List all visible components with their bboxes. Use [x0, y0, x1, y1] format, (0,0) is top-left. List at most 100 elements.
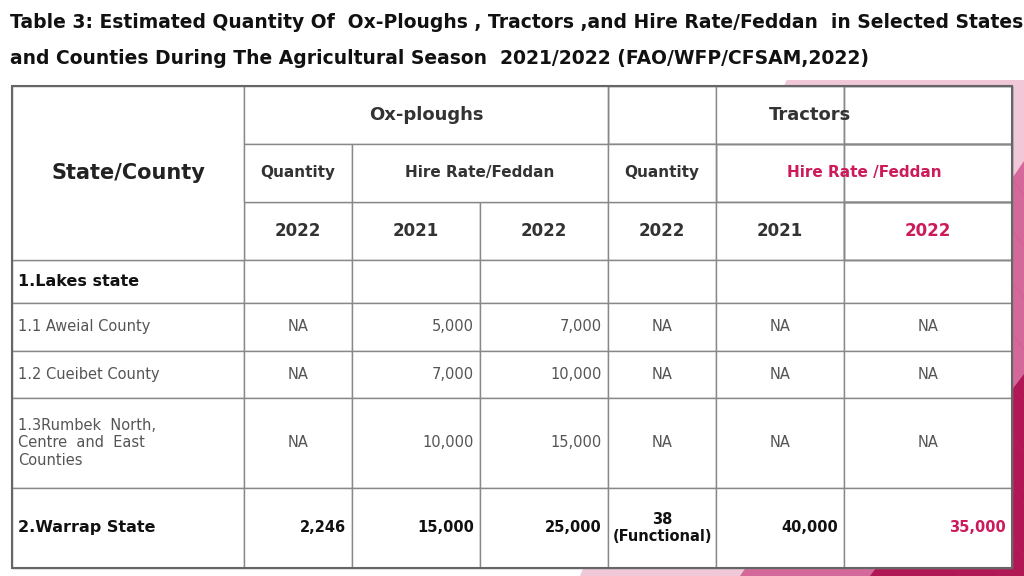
- Bar: [844, 144, 1012, 202]
- Text: Ox-ploughs: Ox-ploughs: [369, 106, 483, 124]
- Bar: [480, 260, 608, 304]
- Bar: [844, 202, 1012, 260]
- Text: 7,000: 7,000: [432, 367, 474, 382]
- Bar: [12, 86, 1012, 568]
- Bar: [844, 202, 1012, 260]
- Bar: [608, 86, 1012, 144]
- Bar: [244, 351, 352, 397]
- Text: NA: NA: [770, 435, 791, 450]
- Text: NA: NA: [288, 320, 308, 335]
- Bar: [480, 304, 608, 351]
- Bar: [244, 144, 352, 202]
- Bar: [608, 144, 716, 202]
- Bar: [608, 202, 716, 260]
- Bar: [716, 260, 844, 304]
- Bar: [244, 304, 352, 351]
- Bar: [480, 351, 608, 397]
- Text: 5,000: 5,000: [432, 320, 474, 335]
- Bar: [716, 397, 844, 488]
- Text: NA: NA: [651, 435, 673, 450]
- Bar: [480, 144, 608, 202]
- Text: 1.Lakes state: 1.Lakes state: [18, 274, 139, 289]
- Bar: [352, 202, 480, 260]
- Text: Quantity: Quantity: [625, 165, 699, 180]
- Bar: [244, 86, 352, 144]
- Text: NA: NA: [770, 320, 791, 335]
- Bar: [352, 397, 480, 488]
- Text: 40,000: 40,000: [781, 520, 838, 535]
- Bar: [244, 397, 352, 488]
- Text: Hire Rate /Feddan: Hire Rate /Feddan: [786, 165, 941, 180]
- Bar: [352, 86, 480, 144]
- Text: 15,000: 15,000: [417, 520, 474, 535]
- Text: 10,000: 10,000: [423, 435, 474, 450]
- Bar: [608, 488, 716, 568]
- Bar: [716, 144, 1012, 202]
- Bar: [244, 202, 352, 260]
- Bar: [716, 202, 844, 260]
- Text: 2022: 2022: [905, 222, 951, 240]
- Text: 2.Warrap State: 2.Warrap State: [18, 520, 156, 535]
- Text: NA: NA: [770, 367, 791, 382]
- Bar: [844, 202, 1012, 260]
- Text: 35,000: 35,000: [949, 520, 1006, 535]
- FancyBboxPatch shape: [0, 0, 1024, 80]
- Text: 7,000: 7,000: [560, 320, 602, 335]
- Text: 2021: 2021: [757, 222, 803, 240]
- Bar: [244, 260, 352, 304]
- Polygon shape: [580, 0, 1024, 576]
- Text: 2,246: 2,246: [300, 520, 346, 535]
- Text: 10,000: 10,000: [551, 367, 602, 382]
- Bar: [12, 260, 244, 304]
- Bar: [12, 202, 244, 260]
- Bar: [12, 351, 244, 397]
- Bar: [480, 488, 608, 568]
- Text: 2021: 2021: [393, 222, 439, 240]
- Bar: [608, 304, 716, 351]
- Text: NA: NA: [651, 320, 673, 335]
- Bar: [716, 86, 844, 144]
- Bar: [844, 86, 1012, 144]
- Bar: [12, 397, 244, 488]
- Text: 25,000: 25,000: [545, 520, 602, 535]
- Text: NA: NA: [918, 320, 938, 335]
- Bar: [352, 351, 480, 397]
- Text: NA: NA: [288, 435, 308, 450]
- Bar: [844, 488, 1012, 568]
- Bar: [716, 304, 844, 351]
- Bar: [480, 397, 608, 488]
- Bar: [844, 260, 1012, 304]
- Bar: [12, 86, 244, 260]
- Bar: [352, 144, 480, 202]
- Polygon shape: [740, 161, 1024, 576]
- Bar: [352, 304, 480, 351]
- Text: 1.1 Aweial County: 1.1 Aweial County: [18, 320, 151, 335]
- Polygon shape: [870, 374, 1024, 576]
- Text: 2022: 2022: [639, 222, 685, 240]
- Text: 2022: 2022: [521, 222, 567, 240]
- Bar: [844, 86, 1012, 144]
- Bar: [480, 202, 608, 260]
- Bar: [12, 304, 244, 351]
- Bar: [352, 488, 480, 568]
- Bar: [716, 488, 844, 568]
- Bar: [608, 260, 716, 304]
- Bar: [844, 351, 1012, 397]
- Bar: [352, 144, 608, 202]
- Text: Hire Rate/Feddan: Hire Rate/Feddan: [406, 165, 555, 180]
- Text: Table 3: Estimated Quantity Of  Ox-Ploughs , Tractors ,and Hire Rate/Feddan  in : Table 3: Estimated Quantity Of Ox-Plough…: [10, 13, 1023, 32]
- Text: Tractors: Tractors: [769, 106, 851, 124]
- Bar: [844, 144, 1012, 202]
- Bar: [608, 397, 716, 488]
- Bar: [244, 488, 352, 568]
- Bar: [844, 397, 1012, 488]
- Bar: [608, 86, 716, 144]
- Text: 1.3Rumbek  North,
Centre  and  East
Counties: 1.3Rumbek North, Centre and East Countie…: [18, 418, 156, 468]
- Bar: [844, 304, 1012, 351]
- Bar: [716, 144, 844, 202]
- Text: NA: NA: [918, 435, 938, 450]
- Text: State/County: State/County: [51, 163, 205, 183]
- Text: 1.2 Cueibet County: 1.2 Cueibet County: [18, 367, 160, 382]
- Bar: [12, 488, 244, 568]
- Bar: [244, 144, 352, 202]
